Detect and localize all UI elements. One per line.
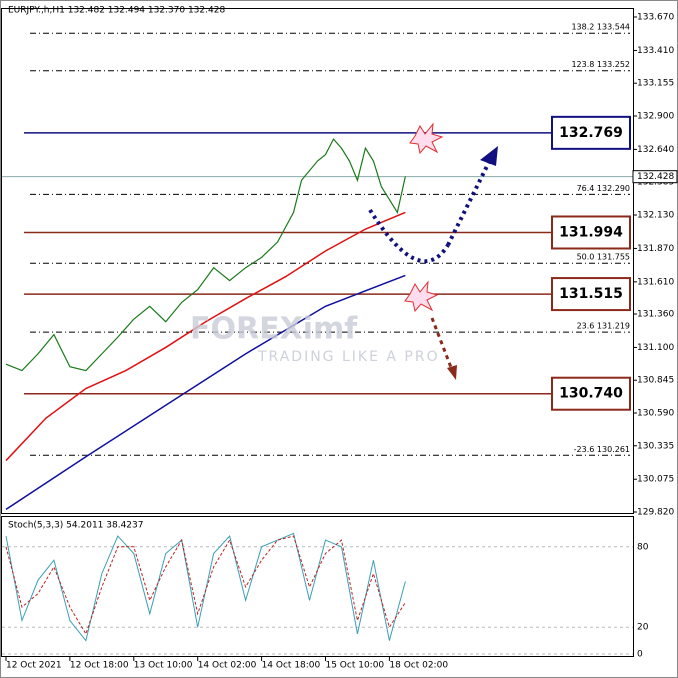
level-box xyxy=(551,115,631,150)
burst xyxy=(404,280,439,313)
price-line xyxy=(5,274,406,511)
fib-label: 123.8 133.252 xyxy=(571,60,630,69)
fib-label: 23.6 131.219 xyxy=(577,322,630,331)
watermark-slogan: TRADING LIKE A PRO xyxy=(257,349,440,365)
level-label: 130.740 xyxy=(559,386,623,402)
fib-label: 50.0 131.755 xyxy=(577,253,630,262)
x-tick-label: 13 Oct 10:00 xyxy=(134,661,193,671)
y-tick-label: 131.870 xyxy=(637,244,674,254)
fib-label: 76.4 132.290 xyxy=(577,184,630,193)
x-tick-label: 18 Oct 02:00 xyxy=(389,661,448,671)
y-tick-label: 132.130 xyxy=(637,211,674,221)
y-tick-label: 130.590 xyxy=(637,409,674,419)
y-tick-label: 132.640 xyxy=(637,145,674,155)
y-tick-label: 129.820 xyxy=(637,508,674,518)
stoch-tick-label: 80 xyxy=(637,542,649,552)
stoch-tick-label: 0 xyxy=(637,650,643,660)
stoch-tick-label: 20 xyxy=(637,623,649,633)
y-tick-label: 131.610 xyxy=(637,277,674,287)
main-panel xyxy=(1,8,634,514)
y-tick-label: 133.670 xyxy=(637,13,674,23)
y-tick-label: 131.100 xyxy=(637,343,674,353)
watermark: FOREXimf xyxy=(190,312,358,347)
level-label: 131.515 xyxy=(559,286,623,302)
y-tick-label: 132.900 xyxy=(637,112,674,122)
level-box xyxy=(551,215,631,250)
arrow-up-path xyxy=(446,159,492,246)
arrow-down-path xyxy=(430,317,454,371)
x-tick-label: 12 Oct 2021 xyxy=(6,661,62,671)
fib-label: 138.2 133.544 xyxy=(571,23,630,32)
stoch-signal xyxy=(5,535,406,636)
y-tick-label: 133.155 xyxy=(637,79,674,89)
level-box xyxy=(551,277,631,312)
price-line xyxy=(5,138,406,372)
stoch-panel xyxy=(1,516,634,657)
current-price-tag xyxy=(632,170,678,184)
current-price-label: 132.428 xyxy=(637,172,674,182)
y-tick-label: 130.335 xyxy=(637,441,674,451)
symbol-header: EURJPY.,h,H1 132.482 132.494 132.370 132… xyxy=(8,6,225,16)
x-tick-label: 12 Oct 18:00 xyxy=(70,661,129,671)
level-label: 132.769 xyxy=(559,125,623,141)
plot: 133.670133.410133.155132.900132.640132.3… xyxy=(2,13,678,671)
stoch-title: Stoch(5,3,3) 54.2011 38.4237 xyxy=(8,521,143,531)
y-tick-label: 130.075 xyxy=(637,475,674,485)
price-line xyxy=(5,211,406,462)
level-label: 131.994 xyxy=(559,224,623,240)
fib-label: -23.6 130.261 xyxy=(574,445,630,454)
arrow-head xyxy=(480,146,498,166)
y-tick-label: 131.360 xyxy=(637,310,674,320)
level-box xyxy=(551,376,631,411)
x-tick-label: 15 Oct 10:00 xyxy=(325,661,384,671)
y-tick-label: 130.845 xyxy=(637,376,674,386)
x-tick-label: 14 Oct 18:00 xyxy=(262,661,321,671)
arrow-head xyxy=(447,365,457,380)
x-tick-label: 14 Oct 02:00 xyxy=(198,661,257,671)
y-tick-label: 133.410 xyxy=(637,46,674,56)
burst xyxy=(409,122,444,155)
